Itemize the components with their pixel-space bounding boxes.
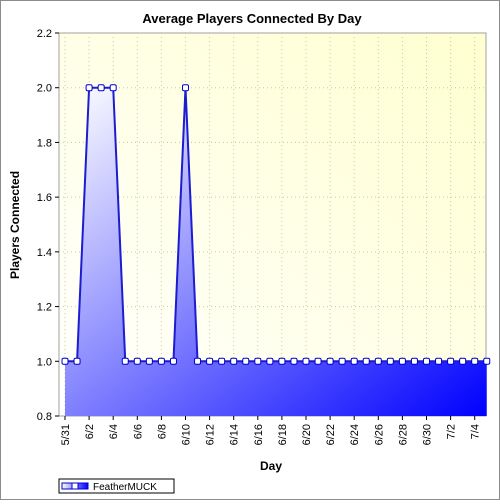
data-point [194, 357, 202, 365]
x-tick-label: 6/4 [108, 424, 120, 439]
data-point [326, 357, 334, 365]
data-point [61, 357, 69, 365]
series-markers [61, 84, 491, 365]
x-tick-label: 5/31 [60, 424, 72, 445]
y-tick-label: 1.2 [37, 302, 52, 314]
data-point [338, 357, 346, 365]
data-point [218, 357, 226, 365]
data-point [109, 84, 117, 92]
x-tick-label: 6/16 [253, 424, 265, 445]
y-tick-label: 1.0 [37, 356, 52, 368]
data-point [133, 357, 141, 365]
data-point [459, 357, 467, 365]
x-tick-label: 6/2 [84, 424, 96, 439]
data-point [121, 357, 129, 365]
x-tick-label: 6/14 [229, 424, 241, 445]
data-point [302, 357, 310, 365]
data-point [423, 357, 430, 365]
x-tick-label: 6/28 [397, 424, 409, 445]
x-tick-label: 6/20 [301, 424, 313, 445]
data-point [254, 357, 262, 365]
x-axis-ticks: 5/31 6/2 6/4 6/6 6/8 6/10 6/12 6/14 6/16 6/18 6/20… [60, 416, 482, 445]
x-tick-label: 6/12 [205, 424, 217, 445]
data-point [97, 84, 105, 92]
data-point [471, 357, 479, 365]
data-point [483, 357, 491, 365]
x-tick-label: 6/26 [373, 424, 385, 445]
data-point [242, 357, 250, 365]
data-point [350, 357, 358, 365]
y-tick-label: 1.4 [37, 247, 52, 259]
y-tick-label: 1.6 [37, 192, 52, 204]
area-fill [65, 87, 487, 416]
legend-label: FeatherMUCK [93, 482, 157, 493]
data-point [398, 357, 406, 365]
x-tick-label: 6/22 [325, 424, 337, 445]
plot-area [58, 32, 487, 417]
data-point [145, 357, 153, 365]
data-point [374, 357, 382, 365]
y-tick-label: 0.8 [37, 411, 52, 423]
data-point [362, 357, 370, 365]
y-axis-label: Players Connected [8, 171, 22, 279]
x-axis-label: Day [260, 459, 282, 473]
series-area [65, 87, 487, 416]
chart-title: Average Players Connected By Day [142, 11, 362, 26]
data-point [447, 357, 455, 365]
data-point [435, 357, 443, 365]
x-tick-label: 6/24 [349, 424, 361, 445]
x-tick-label: 7/2 [446, 424, 458, 439]
y-axis-ticks: 0.8 1.0 1.2 1.4 1.6 1.8 2.0 2.2 [37, 28, 59, 423]
y-tick-label: 1.8 [37, 137, 52, 149]
x-tick-label: 7/4 [470, 424, 482, 439]
data-point [386, 357, 394, 365]
legend: FeatherMUCK [58, 478, 175, 494]
data-point [410, 357, 418, 365]
data-point [169, 357, 177, 365]
data-point [278, 357, 286, 365]
y-tick-label: 2.2 [37, 28, 52, 40]
data-point [206, 357, 214, 365]
data-point [73, 357, 81, 365]
data-point [266, 357, 274, 365]
x-tick-label: 6/8 [156, 424, 168, 439]
data-point [290, 357, 298, 365]
data-point [182, 84, 189, 92]
x-tick-label: 6/6 [132, 424, 144, 439]
x-tick-label: 6/10 [181, 424, 193, 445]
data-point [157, 357, 165, 365]
x-tick-label: 6/30 [422, 424, 434, 445]
x-tick-label: 6/18 [277, 424, 289, 445]
data-point [230, 357, 238, 365]
y-tick-label: 2.0 [37, 83, 52, 95]
data-point [85, 84, 93, 92]
data-point [314, 357, 322, 365]
legend-marker-icon [71, 482, 79, 490]
